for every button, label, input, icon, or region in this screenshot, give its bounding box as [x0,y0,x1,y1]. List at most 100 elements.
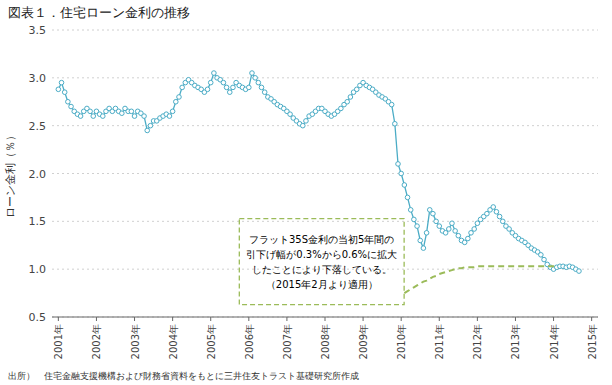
series-marker [434,219,439,224]
annotation-box [239,219,404,305]
grid-line [52,77,598,78]
y-tick-label: 0.5 [29,311,47,324]
x-tick [96,317,97,321]
grid-line [52,221,598,222]
series-marker [450,221,455,226]
series-marker [56,87,61,92]
series-marker [78,114,83,119]
series-marker [472,227,477,232]
series-marker [491,205,496,210]
series-marker [497,214,502,219]
series-marker [132,114,137,119]
x-tick-label: 2008年 [320,324,331,359]
series-marker [408,208,413,213]
x-tick [401,317,402,321]
series-marker [256,80,261,85]
series-marker [396,162,401,167]
series-marker [500,219,505,224]
x-tick [515,317,516,321]
series-marker [66,99,71,104]
series-marker [453,229,458,234]
series-marker [120,111,125,116]
series-marker [405,195,410,200]
series-marker [227,90,232,95]
series-marker [148,123,153,128]
y-tick-label: 2.0 [29,168,47,181]
grid [52,30,598,317]
series-marker [231,85,236,90]
series-marker [100,114,105,119]
x-tick [591,317,592,321]
series-marker [262,90,267,95]
series-marker [421,246,426,251]
series-marker [577,269,582,274]
plot-area [56,71,581,293]
series-marker [304,119,309,124]
x-tick-label: 2009年 [358,324,369,359]
series-marker [389,102,394,107]
series-marker [180,85,185,90]
series-line [58,73,579,271]
series-marker [415,224,420,229]
x-tick [210,317,211,321]
x-tick-label: 2006年 [244,324,255,359]
chart: 図表１．住宅ローン金利の推移0.51.01.52.02.53.03.5ローン金利… [0,0,612,385]
x-tick-label: 2014年 [549,324,560,359]
series-marker [424,231,429,236]
series-marker [174,99,179,104]
series-marker [224,85,229,90]
x-tick [553,317,554,321]
annotation-line: したことにより下落している。 [252,264,392,275]
series-marker [205,87,210,92]
series-marker [221,80,226,85]
x-tick [439,317,440,321]
annotation-line: 引下げ幅が0.3%から0.6%に拡大 [246,249,397,260]
series-marker [69,104,74,109]
x-tick [58,317,59,321]
x-tick-label: 2010年 [396,324,407,359]
series-marker [348,95,353,100]
series-marker [412,217,417,222]
x-tick [134,317,135,321]
x-tick-label: 2007年 [282,324,293,359]
series-marker [494,209,499,214]
series-marker [456,233,461,238]
series-marker [300,123,305,128]
annotation-line: （2015年2月より適用） [266,279,378,290]
series-marker [447,227,452,232]
series-marker [393,121,398,126]
series-marker [129,109,134,114]
series-marker [539,253,544,258]
grid-line [52,30,598,31]
series-marker [259,85,264,90]
x-tick [248,317,249,321]
x-tick-label: 2003年 [130,324,141,359]
y-axis-label: ローン金利（％） [4,130,17,218]
series-marker [250,71,255,76]
x-tick-label: 2012年 [472,324,483,359]
x-tick [325,317,326,321]
x-tick [363,317,364,321]
grid-line [52,173,598,174]
x-tick-label: 2004年 [168,324,179,359]
series-marker [177,95,182,100]
series-marker [142,114,147,119]
y-tick-label: 1.0 [29,263,47,276]
x-tick-label: 2001年 [53,324,64,359]
y-tick-label: 3.5 [29,24,47,37]
series-marker [62,90,67,95]
series-marker [399,171,404,176]
x-tick-label: 2015年 [587,324,598,359]
series-marker [170,109,175,114]
series-marker [91,114,96,119]
source: 出所） 住宅金融支援機構および財務省資料をもとに三井住友トラスト基礎研究所作成 [8,371,359,381]
series-marker [418,238,423,243]
x-tick [286,317,287,321]
series-marker [59,80,64,85]
grid-line [52,125,598,126]
series-marker [466,236,471,241]
x-tick [477,317,478,321]
series-marker [542,257,547,262]
x-tick-label: 2005年 [206,324,217,359]
series-marker [208,80,213,85]
